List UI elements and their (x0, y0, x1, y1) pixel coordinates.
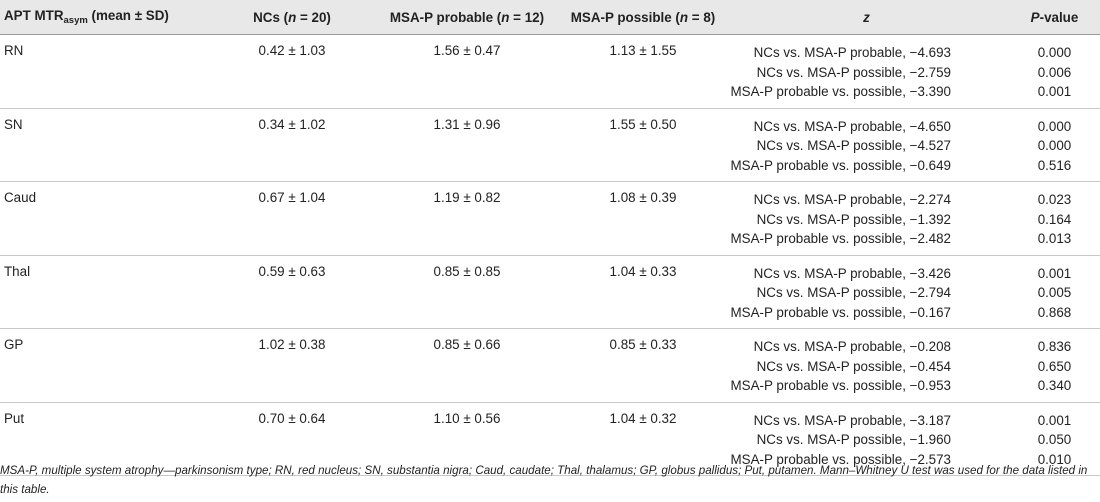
header-ncs: NCs (n = 20) (212, 0, 372, 35)
p-value: 0.868 (1037, 304, 1072, 320)
msa-p-possible-cell: 1.08 ± 0.39 (562, 181, 724, 256)
z-comparison: MSA-P probable vs. possible, −2.482 (730, 231, 951, 246)
msa-p-possible-cell: 1.04 ± 0.32 (562, 402, 724, 476)
p-value: 0.516 (1037, 157, 1072, 173)
z-comparison: NCs vs. MSA-P possible, −1.960 (756, 432, 951, 447)
ncs-cell: 1.02 ± 0.38 (212, 328, 372, 403)
p-value: 0.000 (1037, 45, 1072, 60)
table-row: RN 0.42 ± 1.03 1.56 ± 0.47 1.13 ± 1.55 NCs v… (0, 34, 1100, 109)
p-value-cell: 0.001 0.050 0.010 (1009, 402, 1100, 476)
z-comparison: NCs vs. MSA-P probable, −2.274 (753, 192, 951, 207)
ncs-cell: 0.34 ± 1.02 (212, 108, 372, 182)
header-z: z (724, 0, 1009, 35)
region-cell: Put (0, 402, 212, 476)
z-comparison: MSA-P probable vs. possible, −0.953 (730, 378, 951, 393)
z-cell: NCs vs. MSA-P probable, −3.426 NCs vs. MS… (724, 255, 1009, 329)
z-cell: NCs vs. MSA-P probable, −2.274 NCs vs. MS… (724, 181, 1009, 256)
z-comparison: NCs vs. MSA-P probable, −3.426 (753, 265, 951, 281)
table-row: Thal 0.59 ± 0.63 0.85 ± 0.85 1.04 ± 0.33 NCs… (0, 255, 1100, 329)
msa-p-possible-cell: 1.13 ± 1.55 (562, 34, 724, 109)
p-value: 0.650 (1037, 358, 1072, 374)
z-comparison: MSA-P probable vs. possible, −2.573 (730, 451, 951, 467)
p-value-cell: 0.000 0.000 0.516 (1009, 108, 1100, 182)
p-value: 0.836 (1037, 339, 1072, 354)
z-comparison: NCs vs. MSA-P possible, −4.527 (756, 138, 951, 153)
table-row: SN 0.34 ± 1.02 1.31 ± 0.96 1.55 ± 0.50 NCs v… (0, 108, 1100, 182)
p-value: 0.005 (1037, 285, 1072, 300)
z-cell: NCs vs. MSA-P probable, −4.650 NCs vs. MS… (724, 108, 1009, 182)
region-cell: SN (0, 108, 212, 182)
msa-p-probable-cell: 1.56 ± 0.47 (372, 34, 562, 109)
p-value: 0.013 (1037, 231, 1072, 246)
z-comparison: NCs vs. MSA-P probable, −4.650 (753, 118, 951, 134)
ncs-cell: 0.70 ± 0.64 (212, 402, 372, 476)
z-cell: NCs vs. MSA-P probable, −0.208 NCs vs. MS… (724, 328, 1009, 403)
region-cell: RN (0, 34, 212, 109)
p-value-cell: 0.000 0.006 0.001 (1009, 34, 1100, 109)
p-value: 0.001 (1037, 265, 1072, 281)
msa-p-possible-cell: 0.85 ± 0.33 (562, 328, 724, 403)
table-footnote: MSA-P, multiple system atrophy—parkinson… (0, 464, 1088, 496)
z-comparison: MSA-P probable vs. possible, −0.649 (730, 157, 951, 173)
results-table: APT MTRasym (mean ± SD) NCs (n = 20) MSA… (0, 0, 1100, 476)
header-msa-p-possible: MSA-P possible (n = 8) (562, 0, 724, 35)
z-comparison: NCs vs. MSA-P probable, −0.208 (753, 339, 951, 354)
p-value: 0.340 (1037, 378, 1072, 393)
table-header: APT MTRasym (mean ± SD) NCs (n = 20) MSA… (0, 0, 1100, 35)
p-value: 0.023 (1037, 192, 1072, 207)
z-cell: NCs vs. MSA-P probable, −3.187 NCs vs. MS… (724, 402, 1009, 476)
msa-p-probable-cell: 1.10 ± 0.56 (372, 402, 562, 476)
p-value: 0.000 (1037, 138, 1072, 153)
table-row: Put 0.70 ± 0.64 1.10 ± 0.56 1.04 ± 0.32 NCs … (0, 402, 1100, 476)
p-value-cell: 0.023 0.164 0.013 (1009, 181, 1100, 256)
p-value-cell: 0.001 0.005 0.868 (1009, 255, 1100, 329)
z-comparison: NCs vs. MSA-P possible, −2.759 (756, 64, 951, 80)
msa-p-possible-cell: 1.04 ± 0.33 (562, 255, 724, 329)
header-msa-p-probable: MSA-P probable (n = 12) (372, 0, 562, 35)
z-comparison: NCs vs. MSA-P possible, −0.454 (756, 358, 951, 374)
ncs-cell: 0.59 ± 0.63 (212, 255, 372, 329)
ncs-cell: 0.42 ± 1.03 (212, 34, 372, 109)
header-apt-mtr: APT MTRasym (mean ± SD) (0, 0, 212, 35)
z-comparison: NCs vs. MSA-P possible, −2.794 (756, 285, 951, 300)
region-cell: Thal (0, 255, 212, 329)
msa-p-probable-cell: 1.31 ± 0.96 (372, 108, 562, 182)
z-comparison: MSA-P probable vs. possible, −3.390 (730, 84, 951, 99)
p-value: 0.001 (1037, 84, 1072, 99)
p-value: 0.050 (1037, 432, 1072, 447)
p-value: 0.000 (1037, 118, 1072, 134)
p-value: 0.006 (1037, 64, 1072, 80)
table-body: RN 0.42 ± 1.03 1.56 ± 0.47 1.13 ± 1.55 NCs v… (0, 34, 1100, 476)
p-value: 0.164 (1037, 211, 1072, 227)
p-value-cell: 0.836 0.650 0.340 (1009, 328, 1100, 403)
table-row: Caud 0.67 ± 1.04 1.19 ± 0.82 1.08 ± 0.39 NCs… (0, 181, 1100, 256)
z-comparison: NCs vs. MSA-P probable, −4.693 (753, 45, 951, 60)
p-value: 0.001 (1037, 412, 1072, 428)
msa-p-possible-cell: 1.55 ± 0.50 (562, 108, 724, 182)
z-comparison: MSA-P probable vs. possible, −0.167 (730, 304, 951, 320)
z-cell: NCs vs. MSA-P probable, −4.693 NCs vs. MS… (724, 34, 1009, 109)
p-value: 0.010 (1037, 451, 1072, 467)
region-cell: GP (0, 328, 212, 403)
msa-p-probable-cell: 1.19 ± 0.82 (372, 181, 562, 256)
region-cell: Caud (0, 181, 212, 256)
msa-p-probable-cell: 0.85 ± 0.85 (372, 255, 562, 329)
msa-p-probable-cell: 0.85 ± 0.66 (372, 328, 562, 403)
z-comparison: NCs vs. MSA-P possible, −1.392 (756, 211, 951, 227)
z-comparison: NCs vs. MSA-P probable, −3.187 (753, 412, 951, 428)
ncs-cell: 0.67 ± 1.04 (212, 181, 372, 256)
header-p-value: P-value (1009, 0, 1100, 35)
table-row: GP 1.02 ± 0.38 0.85 ± 0.66 0.85 ± 0.33 NCs v… (0, 328, 1100, 403)
